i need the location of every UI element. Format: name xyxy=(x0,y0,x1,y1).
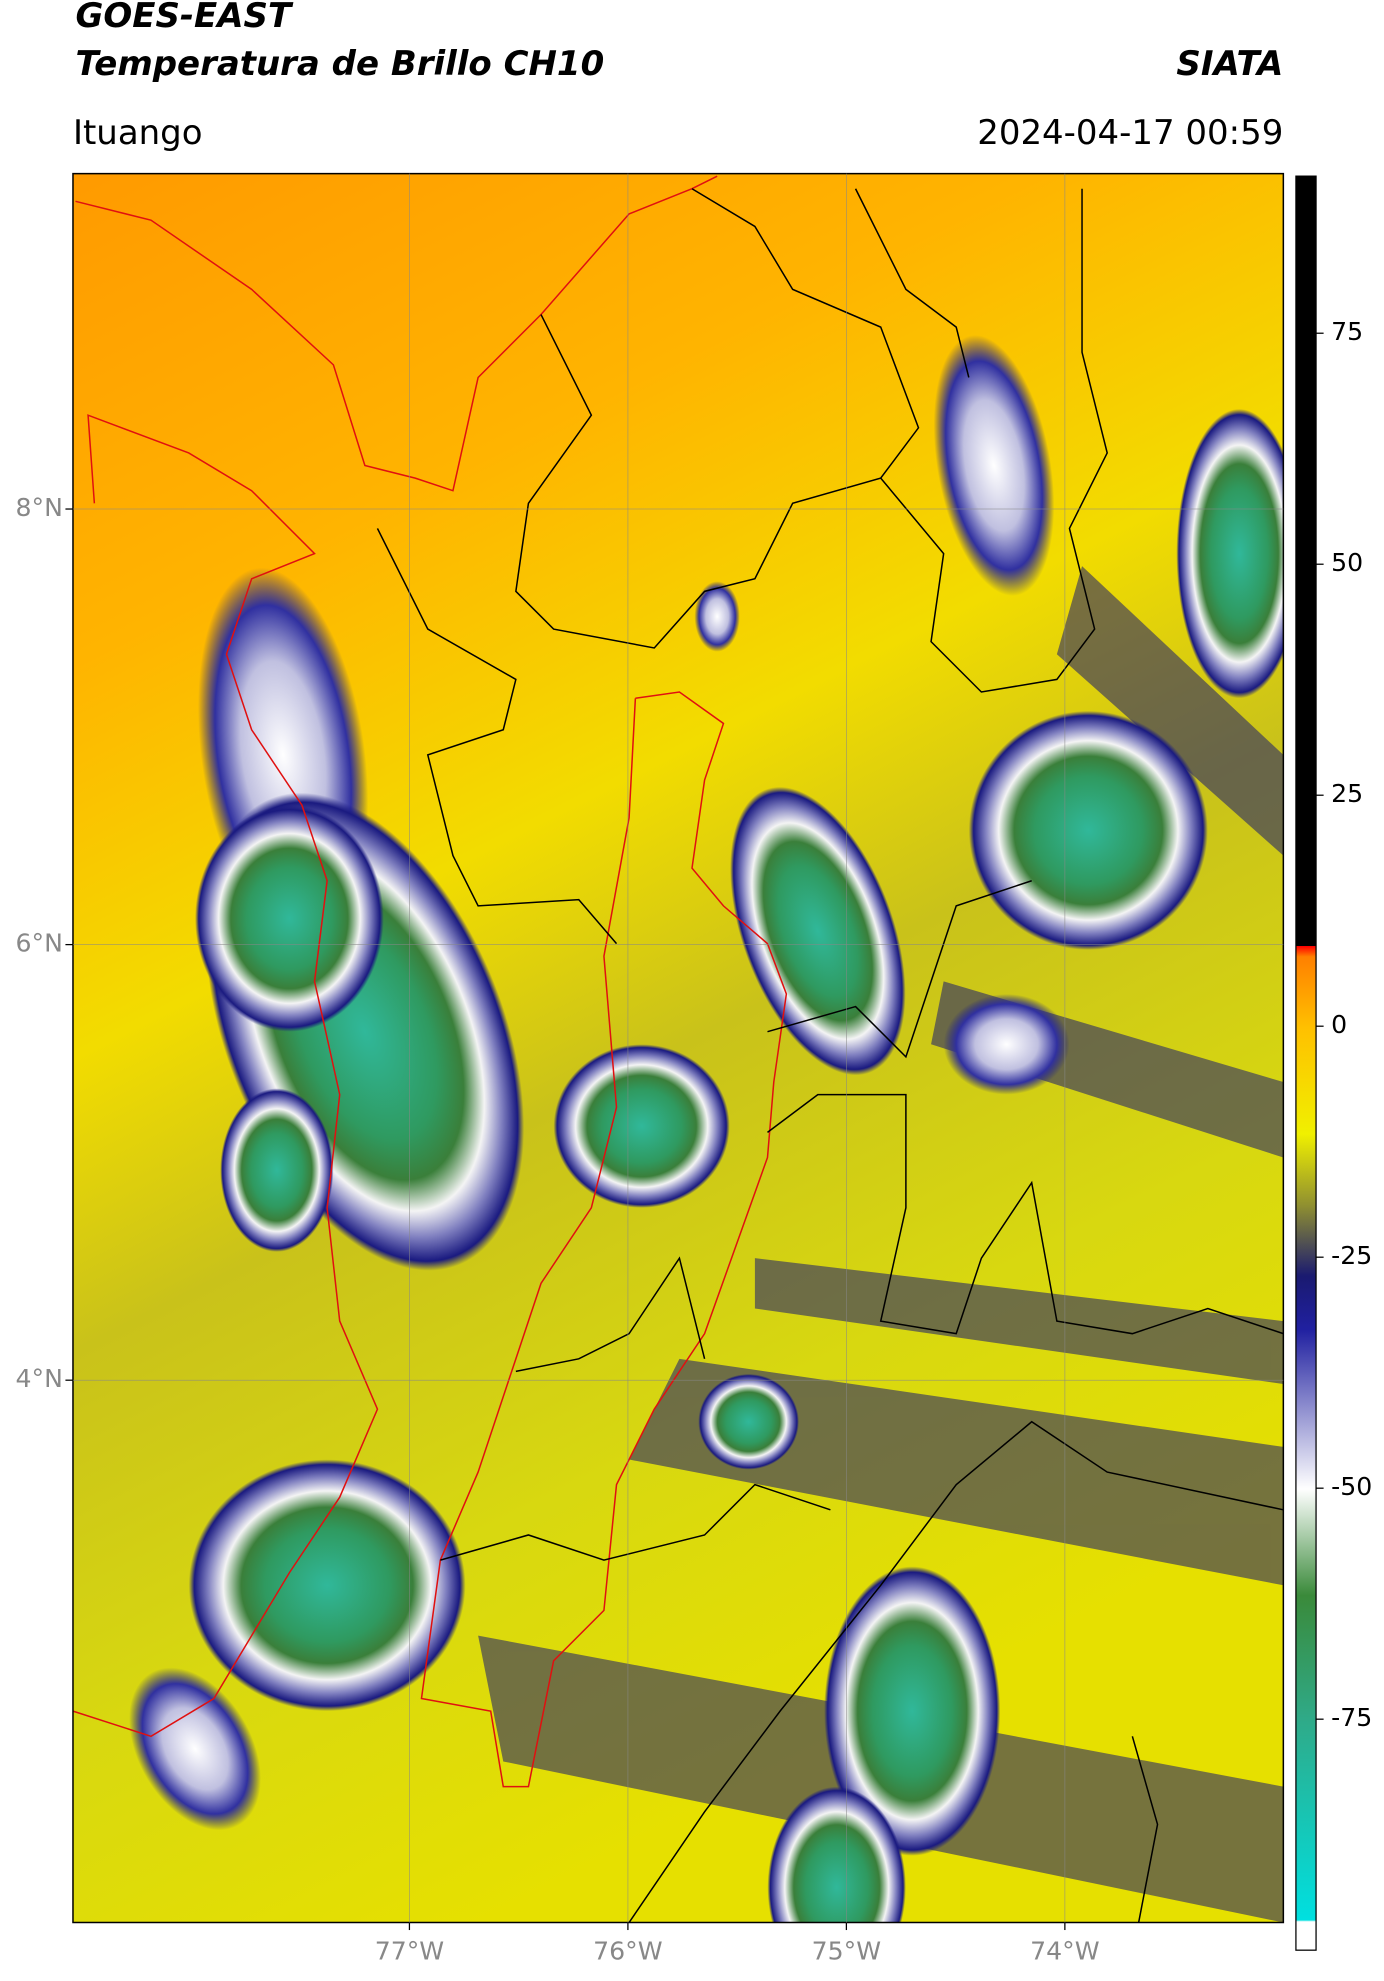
colorbar-tick-label: 50 xyxy=(1331,548,1363,577)
y-tick-label: 4°N xyxy=(16,1364,63,1393)
colorbar-tick-label: 25 xyxy=(1331,779,1363,808)
colorbar-tick-label: -25 xyxy=(1331,1241,1372,1270)
colorbar xyxy=(1295,175,1317,1951)
title: GOES-EAST xyxy=(75,0,293,36)
y-tick-label: 6°N xyxy=(16,929,63,958)
colorbar-tick-label: -50 xyxy=(1331,1472,1372,1501)
map-image xyxy=(72,173,1284,1923)
colorbar-tick-label: 75 xyxy=(1331,317,1363,346)
colorbar-tick-label: -75 xyxy=(1331,1703,1372,1732)
agency: SIATA xyxy=(1176,44,1283,84)
x-tick-label: 77°W xyxy=(375,1937,445,1966)
datetime: 2024-04-17 00:59 xyxy=(977,113,1283,153)
x-tick-label: 75°W xyxy=(812,1937,882,1966)
x-tick-label: 76°W xyxy=(593,1937,663,1966)
colorbar-tick-label: 0 xyxy=(1331,1010,1347,1039)
y-tick-label: 8°N xyxy=(16,493,63,522)
x-tick-label: 74°W xyxy=(1030,1937,1100,1966)
location: Ituango xyxy=(73,113,203,153)
map-frame xyxy=(72,172,1285,1924)
subtitle: Temperatura de Brillo CH10 xyxy=(75,44,604,84)
